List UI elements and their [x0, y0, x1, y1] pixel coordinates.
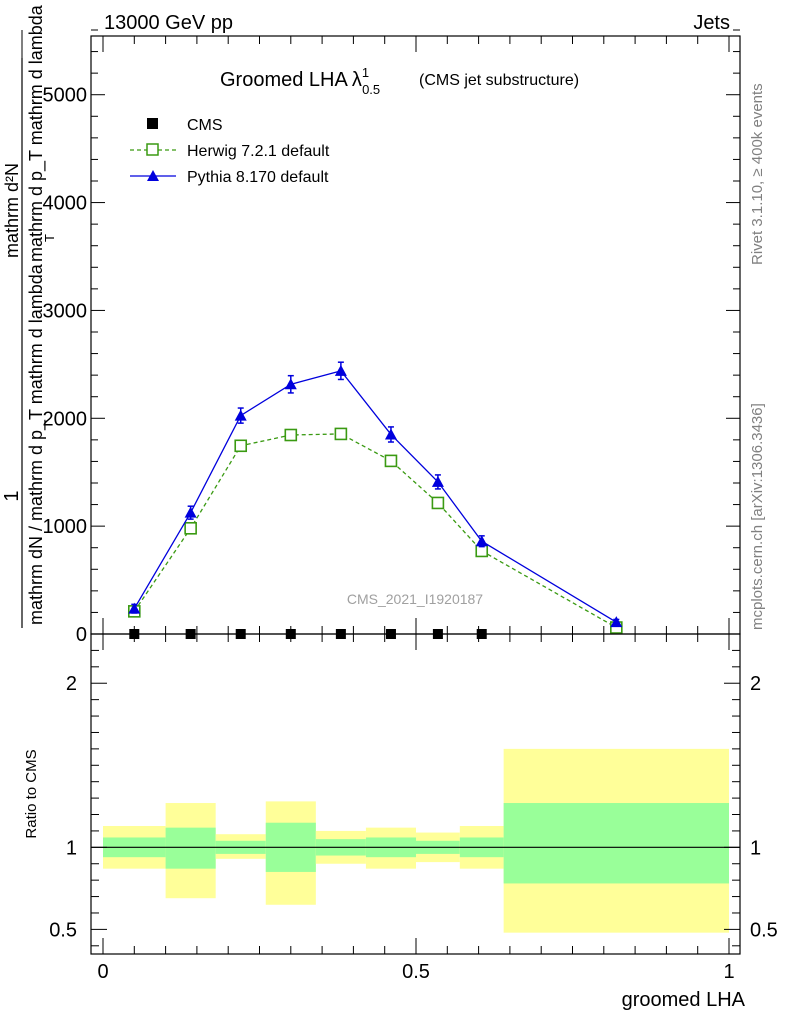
pythia-point: [334, 364, 347, 376]
ratio-stat-band: [503, 803, 729, 884]
ylabel-sub: T: [42, 234, 57, 242]
pythia-point: [384, 428, 397, 440]
ylabel-top: mathrm d²N: [2, 163, 22, 258]
ratio-bands: [103, 748, 729, 933]
legend-pythia-marker: [147, 170, 159, 181]
x-tick-label: 0.5: [402, 961, 430, 983]
ratio-ytick-label-right: 1: [750, 837, 761, 859]
rivet-label: Rivet 3.1.10, ≥ 400k events: [749, 83, 766, 265]
herwig-point: [384, 454, 398, 468]
mcplots-label: mcplots.cern.ch [arXiv:1306.3436]: [749, 403, 766, 630]
herwig-point: [431, 496, 445, 510]
ratio-ytick-label-right: 0.5: [750, 919, 778, 941]
herwig-point: [284, 428, 298, 442]
ratio-ytick-label: 1: [66, 837, 77, 859]
herwig-point: [334, 427, 348, 441]
herwig-point: [184, 521, 197, 535]
ratio-ytick-label: 0.5: [49, 919, 77, 941]
pythia-point: [234, 409, 247, 421]
legend-herwig-marker: [146, 143, 159, 156]
series-line-2: [133, 370, 617, 623]
ylabel-num: 1: [1, 490, 23, 501]
x-tick-label: 0: [97, 961, 108, 983]
main-y-axis: 0 1000 2000 3000 4000 5000: [43, 29, 740, 646]
legend-cms-label: CMS: [187, 117, 223, 134]
plot-title: Groomed LHA λ1 0.5: [220, 65, 380, 97]
x-tick-label: 1: [723, 961, 734, 983]
main-ytick-label: 0: [76, 624, 87, 646]
plot-subtitle: (CMS jet substructure): [419, 72, 579, 89]
pythia-point: [284, 378, 297, 390]
main-y-label: 1 mathrm dN / mathrm d p_T mathrm d lamb…: [1, 4, 57, 628]
main-ytick-label: 1000: [43, 516, 88, 538]
ratio-ylabel: Ratio to CMS: [23, 749, 40, 838]
legend-herwig-label: Herwig 7.2.1 default: [187, 143, 330, 160]
main-ytick-label: 5000: [43, 85, 88, 107]
ratio-x-axis: 0 0.5 1: [97, 634, 735, 983]
legend-cms-marker: [147, 118, 158, 129]
pythia-point: [128, 602, 141, 614]
header-left: 13000 GeV pp: [104, 12, 233, 34]
watermark: CMS_2021_I1920187: [347, 591, 483, 607]
herwig-point: [234, 439, 248, 453]
pythia-point: [431, 475, 444, 487]
ratio-ytick-label-right: 2: [750, 673, 761, 695]
main-ytick-label: 4000: [43, 193, 88, 215]
legend-pythia-label: Pythia 8.170 default: [187, 169, 329, 186]
ylabel-bottom: mathrm d p_T mathrm d lambda: [26, 4, 47, 262]
main-ytick-label: 3000: [43, 300, 88, 322]
ratio-stat-band: [165, 827, 216, 869]
ylabel-frac: mathrm dN / mathrm d p_T mathrm d lambda: [26, 263, 47, 625]
header-right: Jets: [693, 12, 730, 34]
ratio-ytick-label: 2: [66, 673, 77, 695]
ratio-y-axis: 0.5 0.5 1 1 2 2: [49, 649, 778, 947]
pythia-point: [184, 506, 197, 518]
legend: CMS Herwig 7.2.1 default Pythia 8.170 de…: [130, 117, 330, 186]
main-ytick-label: 2000: [43, 408, 88, 430]
pythia-point: [610, 616, 623, 628]
pythia-point: [475, 535, 488, 547]
x-axis-label: groomed LHA: [622, 989, 746, 1011]
